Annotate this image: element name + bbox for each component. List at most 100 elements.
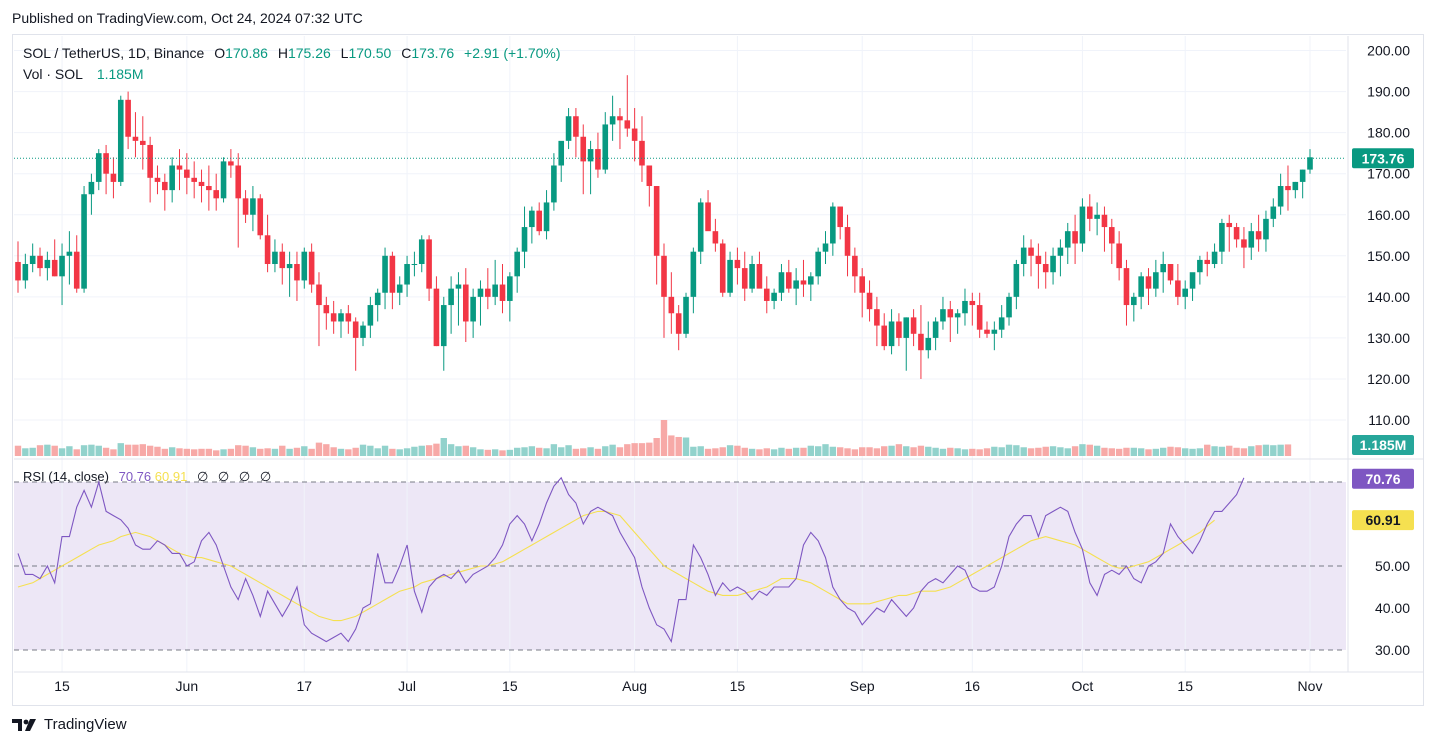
candle-body — [690, 251, 697, 297]
volume-bar — [969, 448, 976, 456]
candle-body — [756, 264, 763, 289]
candle-body — [367, 305, 374, 326]
volume-label[interactable]: Vol · SOL — [23, 66, 83, 82]
rsi-empty-4: ∅ — [259, 469, 272, 484]
candle-body — [653, 186, 660, 256]
candle-body — [874, 309, 880, 326]
price-tick-label: 110.00 — [1368, 412, 1410, 428]
candle-body — [44, 259, 51, 269]
volume-bar — [51, 445, 58, 456]
volume-bar — [73, 449, 80, 456]
volume-bar — [330, 447, 337, 456]
candle-body — [587, 149, 594, 162]
rsi-ma-value: 60.91 — [154, 469, 188, 484]
volume-bar — [1005, 444, 1013, 456]
volume-bar — [381, 445, 389, 456]
volume-bar — [1093, 445, 1101, 456]
candle-body — [859, 276, 866, 293]
volume-bar — [257, 448, 264, 456]
volume-bar — [748, 448, 756, 456]
volume-bar — [1211, 446, 1218, 456]
candle-body — [998, 317, 1005, 330]
volume-bar — [829, 446, 837, 456]
candle-body — [910, 317, 917, 334]
volume-bar — [213, 450, 220, 456]
volume-bar — [682, 437, 690, 456]
symbol-label[interactable]: SOL / TetherUS, 1D, Binance — [23, 45, 205, 61]
candle-body — [741, 268, 748, 289]
candle-body — [551, 165, 557, 203]
candle-body — [286, 264, 293, 269]
volume-bar — [337, 448, 345, 456]
candle-body — [1167, 264, 1174, 281]
candle-body — [918, 333, 924, 351]
open-value: 170.86 — [225, 45, 268, 61]
published-header: Published on TradingView.com, Oct 24, 20… — [12, 10, 363, 26]
volume-bar — [521, 447, 528, 456]
rsi-tick-label: 30.00 — [1375, 642, 1410, 658]
volume-bar — [1064, 448, 1071, 456]
volume-bar — [836, 447, 844, 456]
price-tick-label: 140.00 — [1367, 289, 1410, 305]
volume-bar — [88, 444, 95, 456]
volume-bar — [954, 448, 961, 456]
volume-bar — [352, 447, 359, 456]
low-value: 170.50 — [348, 45, 392, 61]
volume-bar — [917, 445, 925, 456]
rsi-ma-line — [17, 510, 1215, 622]
chart-frame — [12, 34, 1424, 706]
volume-bar — [1013, 445, 1020, 456]
high-label: H — [277, 45, 288, 61]
open-label: O — [214, 45, 226, 61]
candle-body — [1020, 247, 1027, 265]
rsi-label[interactable]: RSI (14, close) — [23, 469, 109, 484]
candle-body — [440, 305, 447, 347]
candle-body — [73, 251, 80, 289]
volume-bar — [1108, 448, 1115, 456]
volume-bar — [910, 447, 917, 456]
candle-body — [22, 264, 29, 281]
candle-body — [132, 136, 139, 141]
last-price-badge-bg — [1352, 148, 1414, 169]
volume-bar — [1027, 448, 1035, 456]
candle-body — [631, 128, 638, 141]
volume-bar — [1130, 447, 1138, 456]
volume-bar — [653, 438, 660, 456]
candle-body — [1079, 206, 1086, 244]
volume-bar — [536, 447, 543, 456]
candle-body — [455, 284, 462, 289]
candle-body — [808, 276, 814, 285]
volume-bar — [741, 447, 748, 456]
candle-body — [169, 165, 175, 191]
candle-body — [1094, 214, 1100, 219]
candle-body — [668, 296, 675, 314]
candle-body — [1292, 181, 1299, 191]
candle-body — [1189, 272, 1196, 289]
volume-bar — [403, 448, 411, 456]
volume-bar — [528, 446, 536, 456]
candle-body — [1086, 206, 1093, 219]
candle-body — [1263, 218, 1269, 240]
volume-bar — [1248, 446, 1255, 456]
candle-body — [485, 288, 491, 297]
candle-body — [448, 288, 454, 306]
volume-bar — [132, 444, 139, 456]
volume-bar — [1255, 445, 1262, 456]
candle-body — [565, 116, 572, 141]
candle-body — [462, 284, 469, 322]
candle-body — [396, 284, 403, 293]
volume-bar — [866, 447, 873, 456]
candle-body — [264, 235, 271, 265]
candle-body — [250, 198, 256, 215]
volume-bar — [991, 446, 998, 456]
volume-bar — [778, 447, 785, 456]
volume-bar — [176, 448, 183, 456]
candle-body — [162, 181, 168, 191]
candle-body — [785, 272, 792, 289]
volume-bar — [1049, 446, 1057, 456]
candle-body — [1028, 247, 1034, 256]
volume-bar — [572, 448, 580, 456]
volume-bar — [726, 445, 734, 456]
rsi-line — [17, 476, 1245, 644]
